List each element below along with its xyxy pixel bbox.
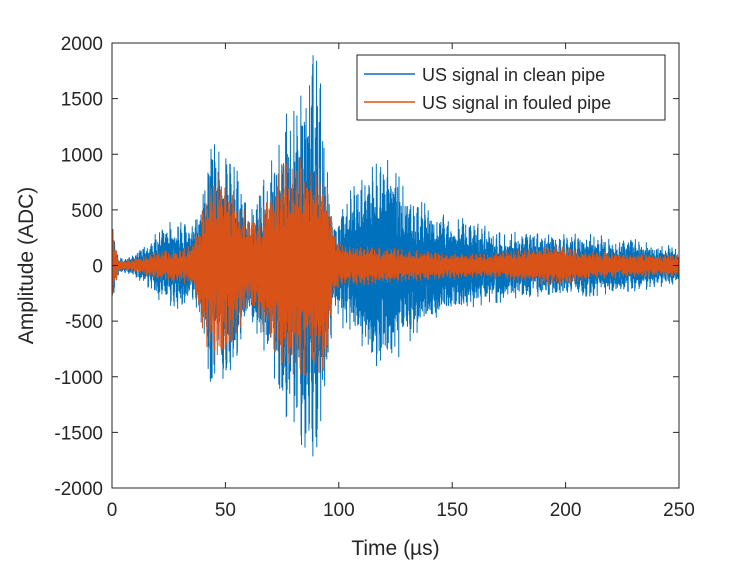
legend-box (356, 54, 666, 121)
x-tick-label: 200 (550, 500, 582, 521)
ticks-layer (111, 42, 680, 489)
y-tick-label: -1500 (54, 423, 103, 444)
y-tick-label: 2000 (61, 34, 103, 55)
x-tick-label: 150 (436, 500, 468, 521)
y-tick-label: 500 (71, 201, 103, 222)
tick-labels: 0 50 100 150 200 250 -2000 -1500 -1000 -500 0 500 10… (54, 34, 694, 521)
y-tick-label: 0 (92, 257, 103, 278)
y-tick-label: -500 (65, 312, 103, 333)
x-tick-label: 250 (663, 500, 695, 521)
x-tick-label: 100 (323, 500, 355, 521)
y-tick-label: -2000 (54, 479, 103, 500)
series-line-fouled (112, 156, 679, 376)
y-axis-label: Amplitude (ADC) (15, 187, 38, 345)
y-tick-label: 1000 (61, 145, 103, 166)
y-tick-label: -1000 (54, 368, 103, 389)
legend: US signal in clean pipe US signal in fou… (356, 54, 666, 121)
x-axis-label: Time (µs) (351, 537, 439, 560)
x-tick-label: 0 (107, 500, 118, 521)
x-tick-label: 50 (215, 500, 236, 521)
legend-label-fouled: US signal in fouled pipe (422, 93, 611, 113)
y-tick-label: 1500 (61, 90, 103, 111)
series-layer (112, 55, 679, 457)
legend-label-clean: US signal in clean pipe (422, 65, 605, 85)
